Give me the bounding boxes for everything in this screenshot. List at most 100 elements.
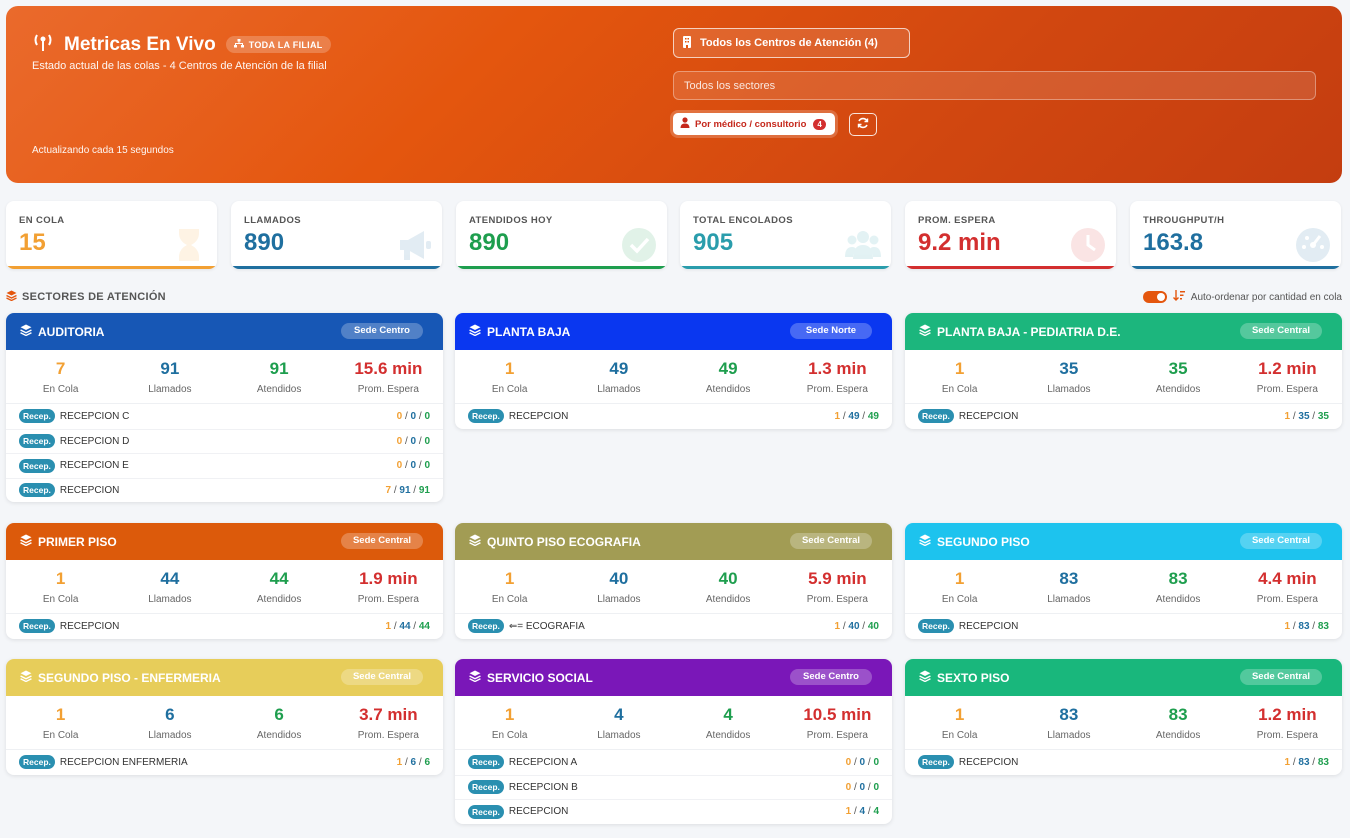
- metric-value: 83: [1168, 705, 1188, 724]
- metric-label: Prom. Espera: [806, 384, 868, 395]
- metric-en-cola: 1 En Cola: [905, 350, 1014, 403]
- metric-value: 83: [1059, 569, 1079, 588]
- centros-label: Todos los Centros de Atención (4): [700, 37, 878, 49]
- count-en-cola: 1: [1284, 410, 1291, 422]
- metric-label: Prom. Espera: [357, 384, 419, 395]
- metric-llamados: 49 Llamados: [564, 350, 673, 403]
- reception-row: Recep. RECEPCION 1 / 4 / 4: [455, 799, 892, 824]
- count-en-cola: 1: [1284, 620, 1291, 632]
- clock-icon: [1070, 227, 1106, 263]
- recep-badge: Recep.: [19, 409, 55, 424]
- count-atendidos: 44: [418, 620, 430, 632]
- count-atendidos: 0: [873, 756, 879, 768]
- metric-value: 4.4 min: [1258, 569, 1317, 588]
- count-llamados: 83: [1298, 756, 1310, 768]
- metric-value: 35: [1059, 359, 1079, 378]
- recep-badge: Recep.: [468, 409, 504, 424]
- sector-card-header: SEGUNDO PISO Sede Central: [905, 523, 1342, 560]
- stat-accent-bar: [1130, 266, 1341, 269]
- reception-row: Recep. RECEPCION C 0 / 0 / 0: [6, 404, 443, 429]
- metric-value: 6: [165, 705, 175, 724]
- count-atendidos: 0: [424, 460, 430, 472]
- reception-row: Recep. RECEPCION B 0 / 0 / 0: [455, 774, 892, 800]
- sede-badge: Sede Norte: [790, 323, 872, 339]
- auto-order-toggle[interactable]: [1142, 291, 1167, 303]
- metric-value: 10.5 min: [803, 705, 872, 724]
- layers-icon: [6, 290, 17, 304]
- reception-name: RECEPCION: [958, 620, 1019, 632]
- reception-name: RECEPCION E: [59, 460, 129, 472]
- metric-label: En Cola: [941, 730, 978, 741]
- stat-accent-bar: [231, 266, 442, 269]
- stat-card: ATENDIDOS HOY 890: [456, 201, 667, 269]
- metric-espera: 5.9 min Prom. Espera: [783, 560, 892, 613]
- reception-counts: 1 / 83 / 83: [1284, 756, 1330, 768]
- sector-name: PLANTA BAJA - PEDIATRIA D.E.: [937, 324, 1121, 339]
- metric-espera: 1.9 min Prom. Espera: [334, 560, 443, 613]
- sector-card: AUDITORIA Sede Centro 7 En Cola 91 Llamados 91…: [6, 313, 443, 502]
- recep-badge: Recep.: [468, 619, 504, 634]
- sede-badge: Sede Central: [1240, 323, 1322, 339]
- recep-badge: Recep.: [468, 804, 504, 819]
- metric-value: 15.6 min: [354, 359, 423, 378]
- metric-label: Llamados: [597, 730, 641, 741]
- sector-metrics: 1 En Cola 40 Llamados 40 Atendidos 5.9 min Prom…: [455, 560, 892, 614]
- page-title: Metricas En Vivo TODA LA FILIAL: [32, 32, 331, 57]
- layers-icon: [919, 323, 931, 341]
- metric-label: Llamados: [1047, 384, 1091, 395]
- reception-name: RECEPCION A: [508, 756, 578, 768]
- reception-name: RECEPCION: [508, 410, 569, 422]
- layers-icon: [20, 323, 32, 341]
- count-en-cola: 0: [845, 756, 852, 768]
- reception-name: RECEPCION C: [59, 410, 130, 422]
- reception-counts: 0 / 0 / 0: [845, 756, 879, 768]
- recep-badge: Recep.: [468, 780, 504, 795]
- medico-button[interactable]: Por médico / consultorio 4: [673, 113, 835, 135]
- metric-label: En Cola: [42, 384, 79, 395]
- metric-label: Prom. Espera: [1256, 730, 1318, 741]
- reception-row: Recep. RECEPCION 1 / 83 / 83: [905, 614, 1342, 639]
- metric-value: 3.7 min: [359, 705, 418, 724]
- layers-icon: [469, 323, 481, 341]
- reception-list: Recep. RECEPCION 1 / 49 / 49: [455, 404, 892, 429]
- reception-list: Recep. RECEPCION 1 / 83 / 83: [905, 614, 1342, 639]
- layers-icon: [20, 669, 32, 687]
- count-en-cola: 0: [396, 410, 403, 422]
- sector-card-header: SEXTO PISO Sede Central: [905, 659, 1342, 696]
- metric-label: Prom. Espera: [806, 730, 868, 741]
- metric-atendidos: 4 Atendidos: [674, 696, 783, 749]
- reception-row: Recep. RECEPCION D 0 / 0 / 0: [6, 428, 443, 454]
- reception-list: Recep. RECEPCION 1 / 83 / 83: [905, 750, 1342, 775]
- metric-label: Llamados: [148, 730, 192, 741]
- metric-label: Atendidos: [256, 594, 302, 605]
- reception-counts: 1 / 83 / 83: [1284, 620, 1330, 632]
- sector-metrics: 1 En Cola 35 Llamados 35 Atendidos 1.2 min Prom…: [905, 350, 1342, 404]
- sector-card: SEGUNDO PISO - ENFERMERIA Sede Central 1 En…: [6, 659, 443, 775]
- recep-badge: Recep.: [19, 434, 55, 449]
- count-llamados: 0: [410, 435, 417, 447]
- metric-value: 1: [55, 569, 66, 588]
- metric-value: 1.2 min: [1258, 359, 1317, 378]
- reception-counts: 1 / 49 / 49: [834, 410, 880, 422]
- metric-llamados: 40 Llamados: [564, 560, 673, 613]
- broadcast-icon: [32, 32, 54, 57]
- stat-value: 890: [469, 229, 510, 256]
- metric-value: 83: [1059, 705, 1079, 724]
- metric-label: Atendidos: [705, 730, 751, 741]
- refresh-button[interactable]: [849, 113, 877, 136]
- sectores-input[interactable]: [673, 71, 1316, 100]
- sector-name: PRIMER PISO: [38, 534, 117, 549]
- metric-value: 4: [723, 705, 733, 724]
- stat-value: 163.8: [1143, 229, 1204, 256]
- count-en-cola: 1: [396, 756, 403, 768]
- reception-list: Recep. RECEPCION ENFERMERIA 1 / 6 / 6: [6, 750, 443, 775]
- sector-name: SERVICIO SOCIAL: [487, 670, 593, 685]
- sitemap-icon: [233, 39, 244, 50]
- metric-espera: 15.6 min Prom. Espera: [334, 350, 443, 403]
- metric-en-cola: 7 En Cola: [6, 350, 115, 403]
- metric-label: Prom. Espera: [1256, 384, 1318, 395]
- stat-accent-bar: [6, 266, 217, 269]
- centros-dropdown[interactable]: Todos los Centros de Atención (4): [673, 28, 910, 58]
- reception-name: RECEPCION: [958, 756, 1019, 768]
- reception-name: RECEPCION: [59, 620, 120, 632]
